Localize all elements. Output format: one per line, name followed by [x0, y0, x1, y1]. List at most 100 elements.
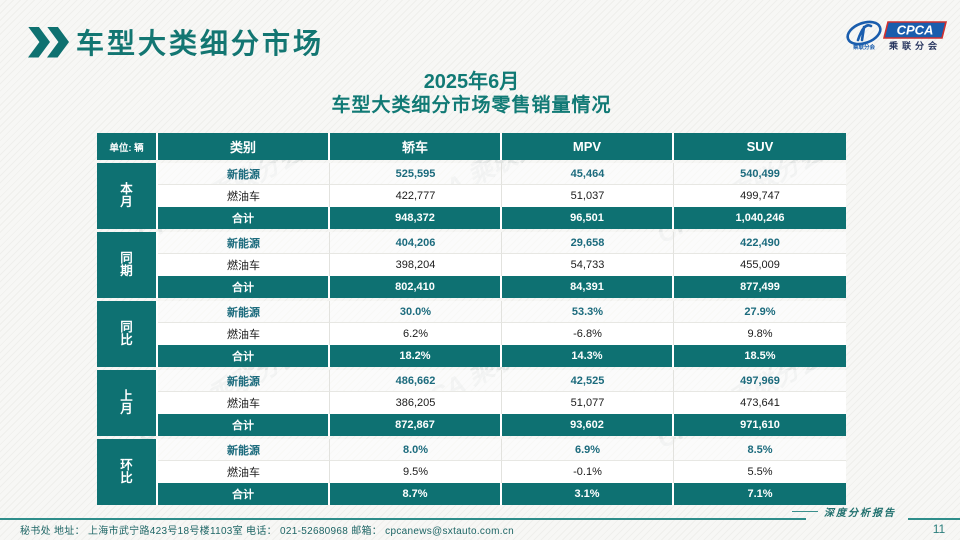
chevron-right-icon [28, 26, 50, 58]
report-label-block: 深度分析报告 [786, 504, 896, 519]
value-cell: 404,206 [330, 232, 502, 254]
category-cell: 新能源 [158, 370, 330, 392]
value-cell: 18.5% [674, 345, 846, 367]
category-cell: 合计 [158, 483, 330, 505]
value-cell: 45,464 [502, 163, 674, 185]
chevron-right-icon [47, 26, 69, 58]
page-number: 11 [932, 522, 946, 536]
value-cell: 53.3% [502, 301, 674, 323]
row-group: 同期新能源 404,206 29,658 422,490 燃油车 398,204 54,73… [97, 232, 846, 298]
value-cell: -6.8% [502, 323, 674, 345]
page-title: 车型大类细分市场 [76, 28, 325, 59]
table-row: 新能源 486,662 42,525 497,969 [158, 370, 846, 392]
value-cell: 3.1% [502, 483, 674, 505]
row-group: 同比新能源 30.0% 53.3% 27.9% 燃油车 6.2% -6.8% 9.8% 合计 18… [97, 301, 846, 367]
value-cell: 18.2% [330, 345, 502, 367]
footer-divider-right [908, 518, 960, 520]
value-cell: 29,658 [502, 232, 674, 254]
row-group-label: 环比 [97, 439, 158, 505]
table-row: 燃油车 398,204 54,733 455,009 [158, 254, 846, 276]
value-cell: 8.0% [330, 439, 502, 461]
table-row: 合计 8.7% 3.1% 7.1% [158, 483, 846, 505]
value-cell: 9.8% [674, 323, 846, 345]
table-row: 燃油车 6.2% -6.8% 9.8% [158, 323, 846, 345]
col-header-mpv: MPV [502, 133, 674, 160]
double-chevron-icon [28, 26, 69, 58]
category-cell: 新能源 [158, 301, 330, 323]
cpca-logo: 乘联分会 CPCA 乘联分会 [844, 16, 948, 60]
value-cell: 30.0% [330, 301, 502, 323]
value-cell: 455,009 [674, 254, 846, 276]
row-group-rows: 新能源 525,595 45,464 540,499 燃油车 422,777 51,037 4… [158, 163, 846, 229]
table-row: 燃油车 422,777 51,037 499,747 [158, 185, 846, 207]
value-cell: 7.1% [674, 483, 846, 505]
value-cell: 54,733 [502, 254, 674, 276]
row-group-rows: 新能源 404,206 29,658 422,490 燃油车 398,204 54,733 4… [158, 232, 846, 298]
row-group-label: 同比 [97, 301, 158, 367]
row-group: 上月新能源 486,662 42,525 497,969 燃油车 386,205 51,07… [97, 370, 846, 436]
row-group-rows: 新能源 486,662 42,525 497,969 燃油车 386,205 51,077 4… [158, 370, 846, 436]
row-group: 环比新能源 8.0% 6.9% 8.5% 燃油车 9.5% -0.1% 5.5% 合计 8.7% 3… [97, 439, 846, 505]
cpca-logo-graphic: 乘联分会 CPCA 乘联分会 [846, 20, 948, 51]
category-cell: 合计 [158, 414, 330, 436]
col-header-suv: SUV [674, 133, 846, 160]
category-cell: 合计 [158, 207, 330, 229]
value-cell: 1,040,246 [674, 207, 846, 229]
value-cell: 51,037 [502, 185, 674, 207]
category-cell: 燃油车 [158, 323, 330, 345]
col-header-category: 类别 [158, 133, 330, 160]
value-cell: 473,641 [674, 392, 846, 414]
value-cell: 525,595 [330, 163, 502, 185]
table-row: 燃油车 9.5% -0.1% 5.5% [158, 461, 846, 483]
report-label: 深度分析报告 [824, 508, 896, 519]
table-row: 新能源 30.0% 53.3% 27.9% [158, 301, 846, 323]
sales-table: 单位: 辆 类别 轿车 MPV SUV 本月新能源 525,595 45,464 54… [97, 133, 846, 505]
decorative-dash [792, 511, 818, 512]
value-cell: 386,205 [330, 392, 502, 414]
category-cell: 新能源 [158, 232, 330, 254]
value-cell: 5.5% [674, 461, 846, 483]
value-cell: 872,867 [330, 414, 502, 436]
svg-text:CPCA: CPCA [897, 23, 934, 38]
value-cell: 6.9% [502, 439, 674, 461]
table-body: 本月新能源 525,595 45,464 540,499 燃油车 422,777 51,03… [97, 163, 846, 505]
svg-text:乘联分会: 乘联分会 [852, 43, 876, 51]
table-row: 新能源 404,206 29,658 422,490 [158, 232, 846, 254]
table-row: 合计 872,867 93,602 971,610 [158, 414, 846, 436]
svg-text:乘联分会: 乘联分会 [888, 40, 941, 51]
row-group: 本月新能源 525,595 45,464 540,499 燃油车 422,777 51,03… [97, 163, 846, 229]
value-cell: 497,969 [674, 370, 846, 392]
table-row: 新能源 525,595 45,464 540,499 [158, 163, 846, 185]
value-cell: 499,747 [674, 185, 846, 207]
value-cell: -0.1% [502, 461, 674, 483]
table-title-text: 车型大类细分市场零售销量情况 [331, 95, 612, 116]
category-cell: 燃油车 [158, 392, 330, 414]
value-cell: 948,372 [330, 207, 502, 229]
value-cell: 802,410 [330, 276, 502, 298]
category-cell: 燃油车 [158, 185, 330, 207]
unit-label: 单位: 辆 [97, 133, 158, 160]
table-row: 合计 802,410 84,391 877,499 [158, 276, 846, 298]
table-row: 新能源 8.0% 6.9% 8.5% [158, 439, 846, 461]
value-cell: 486,662 [330, 370, 502, 392]
value-cell: 8.5% [674, 439, 846, 461]
page-header: 车型大类细分市场 [28, 22, 324, 62]
footer-contact: 秘书处 地址： 上海市武宁路423号18号楼1103室 电话： 021-5268… [20, 526, 514, 537]
table-row: 合计 948,372 96,501 1,040,246 [158, 207, 846, 229]
value-cell: 8.7% [330, 483, 502, 505]
value-cell: 540,499 [674, 163, 846, 185]
row-group-label: 上月 [97, 370, 158, 436]
table-header-row: 单位: 辆 类别 轿车 MPV SUV [97, 133, 846, 160]
value-cell: 422,490 [674, 232, 846, 254]
value-cell: 27.9% [674, 301, 846, 323]
value-cell: 877,499 [674, 276, 846, 298]
value-cell: 93,602 [502, 414, 674, 436]
value-cell: 422,777 [330, 185, 502, 207]
category-cell: 新能源 [158, 439, 330, 461]
value-cell: 14.3% [502, 345, 674, 367]
table-title: 2025年6月 车型大类细分市场零售销量情况 [97, 70, 846, 117]
value-cell: 398,204 [330, 254, 502, 276]
col-header-sedan: 轿车 [330, 133, 502, 160]
category-cell: 合计 [158, 276, 330, 298]
